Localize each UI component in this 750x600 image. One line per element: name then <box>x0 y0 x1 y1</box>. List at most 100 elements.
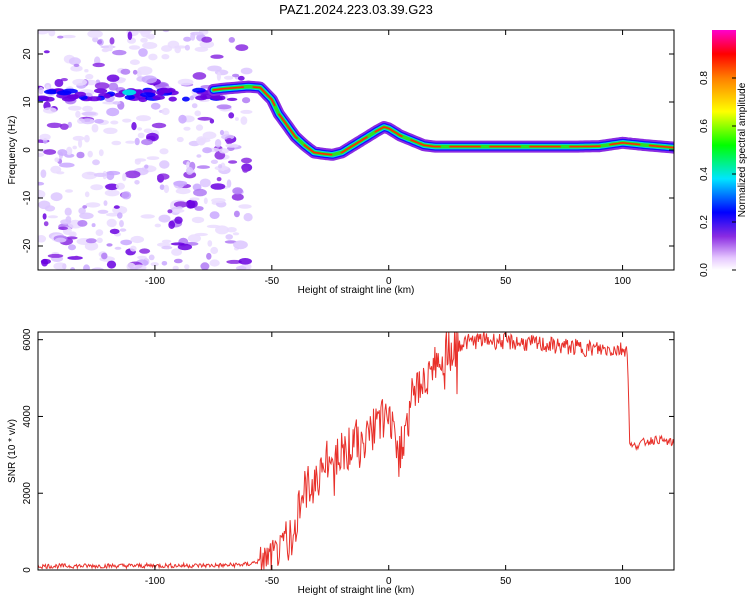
noise-blob <box>74 91 86 97</box>
noise-blob <box>131 122 137 131</box>
noise-blob <box>120 68 131 75</box>
noise-blob <box>103 127 118 134</box>
noise-blob <box>183 126 191 131</box>
noise-blob <box>140 92 156 98</box>
noise-blob <box>206 252 212 260</box>
x-tick-label: -50 <box>265 576 280 587</box>
snr-frame <box>37 331 675 571</box>
y-tick-label: 0 <box>22 147 33 153</box>
noise-blob <box>81 111 97 116</box>
noise-blob <box>139 248 151 254</box>
noise-blob <box>85 202 101 208</box>
noise-blob <box>168 220 176 229</box>
noise-blob <box>40 258 52 265</box>
noise-blob <box>91 223 96 228</box>
noise-blob <box>184 44 190 51</box>
noise-blob <box>168 96 177 102</box>
noise-blob <box>73 255 80 260</box>
noise-blob <box>210 54 224 59</box>
noise-blob <box>54 237 67 243</box>
noise-blob <box>211 94 220 100</box>
snr-plot-area <box>38 332 674 570</box>
noise-blob <box>150 102 161 110</box>
noise-blob <box>84 134 90 143</box>
colorbar-tick-label: 0.6 <box>699 119 710 133</box>
noise-blob <box>124 170 141 179</box>
x-tick-label: 0 <box>386 576 392 587</box>
spectrogram-x-label: Height of straight line (km) <box>298 285 415 296</box>
noise-blob <box>228 160 238 164</box>
noise-blob <box>78 207 86 215</box>
noise-blob <box>196 165 210 169</box>
noise-blob <box>215 225 229 235</box>
noise-blob <box>114 92 125 98</box>
noise-blob <box>146 156 160 161</box>
noise-blob <box>82 105 93 112</box>
noise-blob <box>60 78 68 82</box>
noise-blob <box>134 137 140 146</box>
y-tick-label: 4000 <box>22 405 33 428</box>
noise-blob <box>211 197 226 204</box>
noise-blob <box>97 209 109 214</box>
noise-blob <box>68 57 81 66</box>
noise-blob <box>122 173 127 182</box>
noise-blob <box>72 78 88 86</box>
noise-blob <box>91 123 99 133</box>
ridge-core-band <box>212 85 674 156</box>
colorbar-ticks: 0.0 0.2 0.4 0.6 0.8 <box>699 71 736 277</box>
noise-blob <box>43 149 57 155</box>
noise-blob <box>197 116 213 121</box>
noise-blob <box>143 128 153 134</box>
noise-blob <box>40 169 47 178</box>
noise-blob <box>54 79 64 87</box>
noise-blob <box>159 148 169 155</box>
noise-blob <box>45 85 50 90</box>
x-tick-label: -50 <box>265 276 280 287</box>
noise-blob <box>48 30 56 37</box>
noise-blob <box>158 214 171 223</box>
noise-blob <box>59 123 69 130</box>
noise-blob <box>110 120 119 125</box>
y-tick-label: -20 <box>22 238 33 253</box>
noise-blob <box>125 140 136 144</box>
noise-blob <box>94 82 110 90</box>
noise-blob <box>95 229 104 237</box>
noise-blob <box>67 121 73 128</box>
noise-blob <box>187 234 201 243</box>
noise-blob <box>192 87 206 93</box>
noise-blob <box>104 189 120 197</box>
noise-blob <box>192 72 207 80</box>
noise-blob <box>96 237 103 243</box>
noise-blob <box>152 95 165 100</box>
noise-blob <box>115 182 125 190</box>
noise-blob <box>81 171 98 180</box>
noise-blob <box>225 137 233 145</box>
noise-blob <box>138 30 152 35</box>
noise-blob <box>106 260 117 269</box>
noise-blob <box>103 200 108 206</box>
noise-blob <box>137 127 143 131</box>
x-tick-label: 0 <box>386 276 392 287</box>
noise-blob <box>103 93 111 99</box>
noise-blob <box>148 53 158 61</box>
noise-blob <box>235 265 247 270</box>
noise-blob <box>38 200 51 210</box>
noise-blob <box>189 197 200 201</box>
noise-blob <box>175 188 191 195</box>
noise-blob <box>111 140 122 146</box>
noise-blob <box>161 54 170 60</box>
noise-blob <box>182 96 190 102</box>
noise-blob <box>216 71 221 81</box>
noise-blob <box>94 88 108 94</box>
spectrogram-y-ticks: -20 -10 0 10 20 <box>22 48 674 253</box>
noise-blob <box>184 264 190 270</box>
noise-blob <box>87 96 102 102</box>
noise-blob <box>137 66 153 75</box>
noise-blob <box>171 208 185 213</box>
noise-blob <box>122 89 137 96</box>
noise-blob <box>76 151 85 159</box>
noise-blob <box>157 242 171 247</box>
y-tick-label: 10 <box>22 96 33 108</box>
noise-blob <box>83 264 90 270</box>
